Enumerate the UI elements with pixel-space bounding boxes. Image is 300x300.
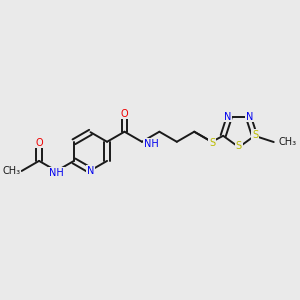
Text: S: S <box>236 141 242 152</box>
Text: CH₃: CH₃ <box>2 166 20 176</box>
Text: S: S <box>209 138 215 148</box>
Text: N: N <box>246 112 254 122</box>
Text: N: N <box>87 166 94 176</box>
Text: CH₃: CH₃ <box>279 137 297 147</box>
Text: N: N <box>224 112 232 122</box>
Text: NH: NH <box>49 168 64 178</box>
Text: O: O <box>121 109 128 118</box>
Text: O: O <box>35 138 43 148</box>
Text: S: S <box>252 130 258 140</box>
Text: NH: NH <box>144 139 158 149</box>
